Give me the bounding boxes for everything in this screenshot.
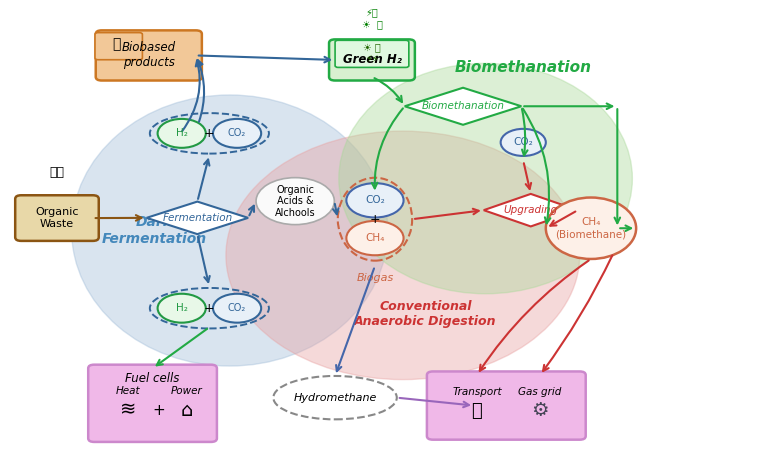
FancyBboxPatch shape [95, 33, 142, 60]
Circle shape [213, 119, 261, 148]
Circle shape [157, 119, 206, 148]
Text: Conventional
Anaerobic Digestion: Conventional Anaerobic Digestion [354, 300, 497, 328]
Text: Hydromethane: Hydromethane [293, 393, 377, 402]
Text: Power: Power [170, 386, 202, 396]
FancyBboxPatch shape [329, 39, 415, 81]
Text: Fermentation: Fermentation [162, 213, 233, 223]
Text: ≋: ≋ [121, 401, 137, 420]
Text: Upgrading: Upgrading [504, 205, 558, 215]
Text: +: + [204, 127, 215, 140]
Text: 🐷🐟: 🐷🐟 [49, 166, 65, 179]
Text: Heat: Heat [116, 386, 141, 396]
Circle shape [157, 294, 206, 323]
Text: 🚗: 🚗 [472, 402, 482, 420]
Text: CO₂: CO₂ [228, 303, 247, 313]
Circle shape [346, 221, 403, 255]
Text: CO₂: CO₂ [513, 137, 533, 148]
Polygon shape [405, 88, 521, 125]
Circle shape [501, 129, 546, 156]
Ellipse shape [546, 197, 636, 259]
Text: ⌂: ⌂ [180, 401, 193, 420]
Text: ⚡🌱
☀  🌬: ⚡🌱 ☀ 🌬 [362, 7, 382, 29]
FancyBboxPatch shape [88, 365, 217, 442]
Text: Biomethanation: Biomethanation [455, 60, 591, 75]
Text: CH₄
(Biomethane): CH₄ (Biomethane) [555, 218, 627, 239]
Text: Transport: Transport [452, 387, 502, 397]
FancyBboxPatch shape [427, 372, 586, 440]
Text: H₂: H₂ [176, 128, 187, 138]
Text: +: + [369, 213, 380, 226]
Text: Fuel cells: Fuel cells [125, 372, 180, 385]
Text: Dark
Fermentation: Dark Fermentation [102, 215, 207, 246]
Text: Biomethanation: Biomethanation [422, 101, 505, 111]
Polygon shape [484, 194, 578, 226]
Text: Biogas: Biogas [356, 273, 393, 283]
Text: CH₄: CH₄ [366, 233, 385, 243]
Ellipse shape [226, 131, 580, 379]
Text: +: + [204, 301, 215, 315]
Ellipse shape [339, 63, 632, 294]
Text: Organic
Acids &
Alchools: Organic Acids & Alchools [275, 184, 316, 218]
Text: CO₂: CO₂ [365, 195, 385, 205]
FancyBboxPatch shape [335, 40, 409, 67]
Text: Gas grid: Gas grid [518, 387, 561, 397]
Circle shape [213, 294, 261, 323]
Circle shape [346, 183, 403, 218]
Text: CO₂: CO₂ [228, 128, 247, 138]
Text: Green H₂: Green H₂ [343, 53, 402, 66]
Ellipse shape [71, 95, 388, 366]
Text: +: + [152, 402, 165, 418]
Text: H₂: H₂ [176, 303, 187, 313]
Text: ☀ 🌬
⚡⚡: ☀ 🌬 ⚡⚡ [363, 42, 381, 64]
Polygon shape [147, 201, 248, 234]
Text: 🏭: 🏭 [113, 37, 121, 51]
Text: ⚙: ⚙ [531, 402, 549, 420]
Circle shape [256, 177, 334, 225]
Text: Organic
Waste: Organic Waste [35, 207, 79, 229]
Text: Biobased
products: Biobased products [122, 41, 176, 70]
FancyBboxPatch shape [15, 195, 99, 241]
FancyBboxPatch shape [96, 30, 202, 81]
